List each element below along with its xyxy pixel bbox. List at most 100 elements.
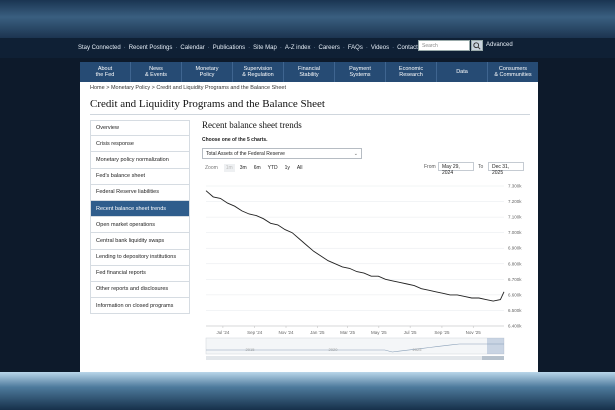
utility-separator: · (123, 45, 126, 51)
x-tick-label: Jan '25 (310, 330, 325, 335)
utility-link[interactable]: Recent Postings (128, 45, 173, 51)
advanced-search-link[interactable]: Advanced (486, 42, 513, 48)
utility-link[interactable]: Contact (397, 45, 418, 51)
utility-separator: · (279, 45, 282, 51)
main-nav-item[interactable]: Financial Stability (284, 62, 335, 82)
balance-sheet-chart: 6.400k 6.500k 6.600k 6.700k 6.800k 6.900k 7.00… (205, 184, 522, 360)
navigator-line (206, 343, 504, 353)
x-tick-label: Jul '24 (216, 330, 229, 335)
y-tick-label: 7.200k (508, 199, 522, 204)
sidebar-item[interactable]: Crisis response (90, 136, 190, 153)
utility-link[interactable]: Site Map (253, 45, 277, 51)
sidebar-item[interactable]: Monetary policy normalization (90, 152, 190, 169)
background-banner-top (0, 0, 615, 38)
search-input[interactable]: Search (418, 40, 470, 51)
main-content: Recent balance sheet trends Choose one o… (202, 120, 532, 360)
main-nav: About the Fed News & Events Monetary Polic… (80, 62, 538, 82)
utility-separator: · (175, 45, 178, 51)
zoom-controls: Zoom 1m 3m 6m YTD 1y All (205, 164, 309, 172)
x-tick-label: Jul '25 (404, 330, 417, 335)
zoom-label: Zoom (205, 165, 218, 171)
navigator-year-label: 2015 (246, 347, 256, 352)
from-label: From (424, 164, 436, 170)
zoom-button-6m[interactable]: 6m (253, 165, 261, 171)
navigator-selection (487, 338, 504, 354)
breadcrumb: Home > Monetary Policy > Credit and Liqu… (90, 85, 286, 91)
zoom-button-3m[interactable]: 3m (239, 165, 247, 171)
y-tick-label: 7.300k (508, 184, 522, 189)
utility-separator: · (342, 45, 345, 51)
main-nav-item[interactable]: News & Events (131, 62, 182, 82)
sidebar-item[interactable]: Overview (90, 120, 190, 137)
sidebar-item[interactable]: Lending to depository institutions (90, 249, 190, 266)
chevron-down-icon: ⌄ (353, 151, 358, 157)
utility-separator: · (207, 45, 210, 51)
breadcrumb-separator: > (104, 85, 111, 91)
sidebar-item[interactable]: Other reports and disclosures (90, 281, 190, 299)
utility-link[interactable]: A-Z index (284, 45, 311, 51)
navigator-scrollbar-thumb (482, 356, 504, 360)
main-nav-item[interactable]: Data (437, 62, 488, 82)
title-divider (90, 114, 530, 115)
utility-link[interactable]: Videos (370, 45, 390, 51)
utility-link[interactable]: FAQs (347, 45, 363, 51)
sidebar-item[interactable]: Information on closed programs (90, 298, 190, 315)
main-nav-item[interactable]: Monetary Policy (182, 62, 233, 82)
series-line (205, 190, 505, 302)
search-icon (473, 42, 481, 50)
sidebar-item[interactable]: Open market operations (90, 217, 190, 234)
navigator-year-label: 2025 (413, 347, 423, 352)
main-nav-item[interactable]: About the Fed (80, 62, 131, 82)
utility-link[interactable]: Publications (212, 45, 246, 51)
section-title: Recent balance sheet trends (202, 120, 302, 130)
navigator-year-label: 2020 (329, 347, 339, 352)
utility-separator: · (392, 45, 395, 51)
navigator-scrollbar (206, 356, 504, 360)
y-tick-label: 6.400k (508, 324, 522, 329)
breadcrumb-separator: > (150, 85, 157, 91)
zoom-button-1y[interactable]: 1y (284, 165, 290, 171)
utility-link[interactable]: Careers (318, 45, 340, 51)
x-tick-label: Mar '25 (340, 330, 355, 335)
utility-separator: · (248, 45, 251, 51)
y-tick-label: 6.800k (508, 261, 522, 266)
x-tick-label: Sep '24 (247, 330, 263, 335)
sidebar-item[interactable]: Federal Reserve liabilities (90, 184, 190, 201)
sidebar-item[interactable]: Recent balance sheet trends (90, 200, 190, 218)
sidebar-item[interactable]: Fed financial reports (90, 265, 190, 282)
y-tick-label: 6.600k (508, 292, 522, 297)
x-tick-label: Nov '25 (466, 330, 482, 335)
y-tick-label: 6.700k (508, 277, 522, 282)
from-date-input[interactable]: May 29, 2024 (438, 162, 474, 176)
x-tick-label: Nov '24 (278, 330, 294, 335)
main-nav-item[interactable]: Economic Research (386, 62, 437, 82)
x-tick-label: Sep '25 (434, 330, 450, 335)
zoom-button-all[interactable]: All (296, 165, 303, 171)
zoom-button-ytd[interactable]: YTD (267, 165, 278, 171)
chart-prompt: Choose one of the 5 charts. (202, 137, 268, 143)
utility-link[interactable]: Stay Connected (78, 45, 121, 51)
utility-separator: · (313, 45, 316, 51)
main-nav-item[interactable]: Supervision & Regulation (233, 62, 284, 82)
page-body: Home > Monetary Policy > Credit and Liqu… (80, 82, 538, 372)
y-tick-label: 6.900k (508, 246, 522, 251)
background-banner-bottom (0, 372, 615, 410)
breadcrumb-link[interactable]: Monetary Policy (110, 85, 151, 91)
utility-link[interactable]: Calendar (180, 45, 205, 51)
main-nav-item[interactable]: Consumers & Communities (494, 66, 532, 78)
sidebar-item[interactable]: Fed's balance sheet (90, 168, 190, 185)
zoom-button-1m[interactable]: 1m (223, 164, 235, 172)
breadcrumb-link[interactable]: Home (90, 85, 105, 91)
utility-separator: · (365, 45, 368, 51)
breadcrumb-link[interactable]: Credit and Liquidity Programs and the Ba… (156, 85, 287, 91)
chart-select[interactable]: Total Assets of the Federal Reserve ⌄ (202, 148, 362, 159)
to-date-input[interactable]: Dec 31, 2025 (488, 162, 524, 176)
y-tick-label: 7.100k (508, 215, 522, 220)
y-tick-label: 6.500k (508, 308, 522, 313)
chart-select-value: Total Assets of the Federal Reserve (206, 151, 285, 157)
sidebar-item[interactable]: Central bank liquidity swaps (90, 233, 190, 250)
utility-nav: Stay Connected · Recent Postings · Calendar ·… (0, 38, 615, 58)
main-nav-item[interactable]: Payment Systems (335, 62, 386, 82)
y-tick-label: 7.000k (508, 230, 522, 235)
search-button[interactable] (471, 40, 483, 51)
